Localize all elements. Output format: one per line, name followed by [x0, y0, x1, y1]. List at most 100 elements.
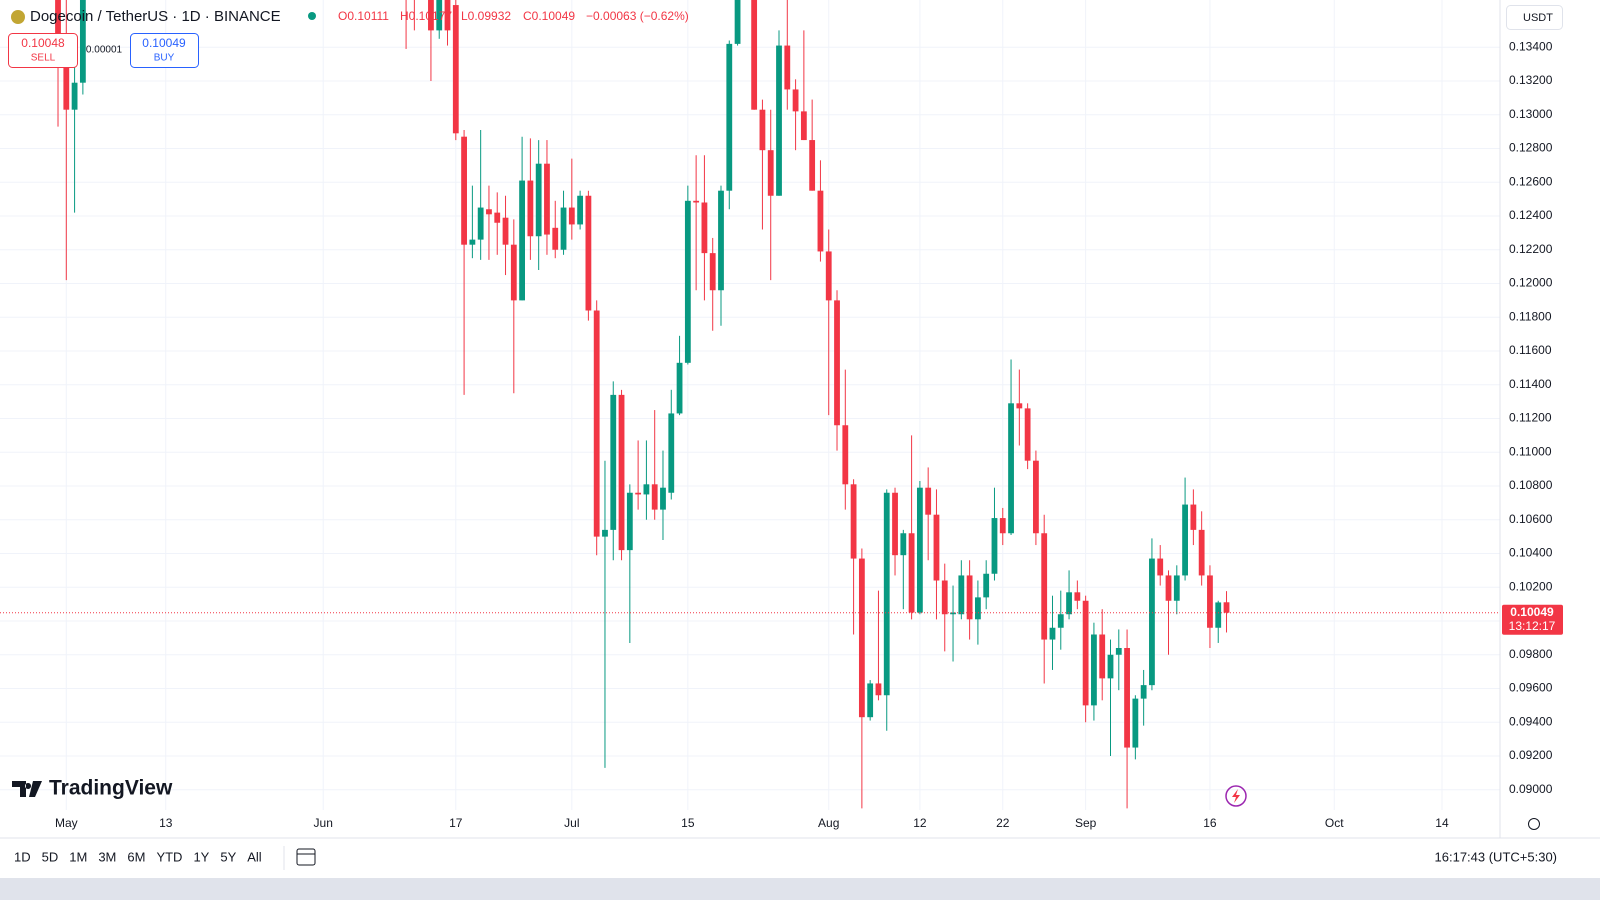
- candle-body: [535, 163, 542, 237]
- x-tick-label: 17: [449, 816, 463, 830]
- range-button[interactable]: YTD: [156, 849, 182, 864]
- candle-body: [933, 514, 940, 581]
- candle-body: [1157, 558, 1164, 576]
- candle-body: [800, 111, 807, 141]
- candle-body: [1124, 648, 1130, 748]
- candle-body: [1033, 460, 1039, 534]
- spread: 0.00001: [86, 45, 123, 56]
- range-button[interactable]: 5Y: [220, 849, 236, 864]
- candle-body: [502, 217, 509, 245]
- ohlc-value: H0.10177: [400, 9, 452, 23]
- candle-body: [958, 575, 965, 615]
- range-button[interactable]: 1Y: [193, 849, 209, 864]
- candle-body: [486, 209, 492, 215]
- candle-body: [1190, 504, 1197, 530]
- candle-body: [842, 425, 849, 485]
- candle-body: [734, 0, 741, 44]
- range-button[interactable]: All: [247, 849, 262, 864]
- x-tick-label: Jul: [564, 816, 579, 830]
- buy-button[interactable]: [130, 33, 199, 68]
- candle-body: [1082, 600, 1089, 706]
- candle-body: [892, 492, 898, 556]
- candle-body: [941, 580, 948, 615]
- candle-body: [825, 251, 832, 301]
- y-tick-label: 0.10200: [1509, 579, 1553, 593]
- candle-body: [950, 612, 956, 615]
- x-tick-label: 12: [913, 816, 927, 830]
- candle-body: [477, 207, 484, 240]
- candle-body: [916, 487, 923, 613]
- y-tick-label: 0.12200: [1509, 242, 1553, 256]
- candle-body: [635, 492, 642, 495]
- candle-body: [1074, 592, 1081, 601]
- brand: TradingView: [49, 777, 173, 800]
- candle-body: [469, 239, 476, 245]
- candle-body: [1207, 575, 1213, 628]
- candle-body: [1165, 575, 1172, 601]
- y-tick-label: 0.09800: [1509, 647, 1553, 661]
- x-tick-label: 14: [1435, 816, 1449, 830]
- x-tick-label: 22: [996, 816, 1010, 830]
- x-tick-label: Aug: [818, 816, 839, 830]
- candle-body: [1049, 627, 1056, 640]
- y-tick-label: 0.10600: [1509, 512, 1553, 526]
- candle-body: [792, 89, 799, 112]
- y-tick-label: 0.11000: [1509, 444, 1552, 458]
- range-button[interactable]: 3M: [98, 849, 116, 864]
- symbol: Dogecoin / TetherUS · 1D · BINANCE: [30, 8, 281, 25]
- alert-icon[interactable]: [1225, 785, 1247, 807]
- candle-body: [975, 597, 981, 620]
- y-tick-label: 0.13200: [1509, 73, 1553, 87]
- y-tick-label: 0.10800: [1509, 478, 1553, 492]
- candle-body: [709, 253, 716, 291]
- candle-body: [966, 575, 973, 620]
- calendar-icon[interactable]: [296, 848, 316, 866]
- candle-body: [544, 163, 550, 235]
- candle-body: [660, 487, 666, 510]
- candle-body: [991, 518, 998, 574]
- settings-icon[interactable]: [1528, 818, 1540, 830]
- candle-body: [751, 0, 758, 110]
- candle-body: [568, 207, 575, 225]
- candle-body: [1091, 634, 1097, 706]
- candle-body: [436, 0, 443, 31]
- candle-body: [510, 244, 517, 301]
- y-tick-label: 0.12800: [1509, 141, 1553, 155]
- y-tick-label: 0.12400: [1509, 208, 1553, 222]
- brand-mark: [12, 781, 42, 797]
- range-button[interactable]: 5D: [42, 849, 59, 864]
- y-tick-label: 0.10400: [1509, 546, 1553, 560]
- grid: [0, 0, 1500, 810]
- candle-body: [618, 394, 625, 551]
- sell-label: SELL: [31, 53, 56, 64]
- ohlc-value: C0.10049: [523, 9, 575, 23]
- market-status[interactable]: [308, 12, 316, 20]
- sell-button[interactable]: [8, 33, 78, 68]
- y-tick-label: 0.11400: [1509, 377, 1552, 391]
- range-button[interactable]: 6M: [127, 849, 145, 864]
- clock: 16:17:43 (UTC+5:30): [1435, 849, 1557, 864]
- candle-body: [1057, 614, 1064, 628]
- candle-body: [676, 362, 683, 414]
- candle-body: [444, 0, 451, 31]
- candle-body: [875, 683, 882, 696]
- candle-body: [452, 5, 459, 134]
- range-button[interactable]: 1M: [69, 849, 87, 864]
- candle-body: [79, 0, 86, 83]
- ohlc-value: O0.10111: [338, 9, 389, 23]
- x-tick-label: 16: [1203, 816, 1217, 830]
- candle-body: [908, 533, 915, 613]
- bottom-strip: [0, 878, 1600, 900]
- candle-body: [1107, 654, 1114, 679]
- y-tick-label: 0.13000: [1509, 107, 1553, 121]
- y-tick-label: 0.12600: [1509, 174, 1553, 188]
- candle-body: [809, 140, 816, 191]
- range-button[interactable]: 1D: [14, 849, 31, 864]
- countdown: 13:12:17: [1509, 619, 1556, 633]
- candle-body: [1173, 575, 1180, 601]
- candle-body: [867, 683, 874, 718]
- currency-button[interactable]: [1506, 5, 1563, 30]
- candle-body: [701, 202, 708, 254]
- candle-body: [1182, 504, 1188, 576]
